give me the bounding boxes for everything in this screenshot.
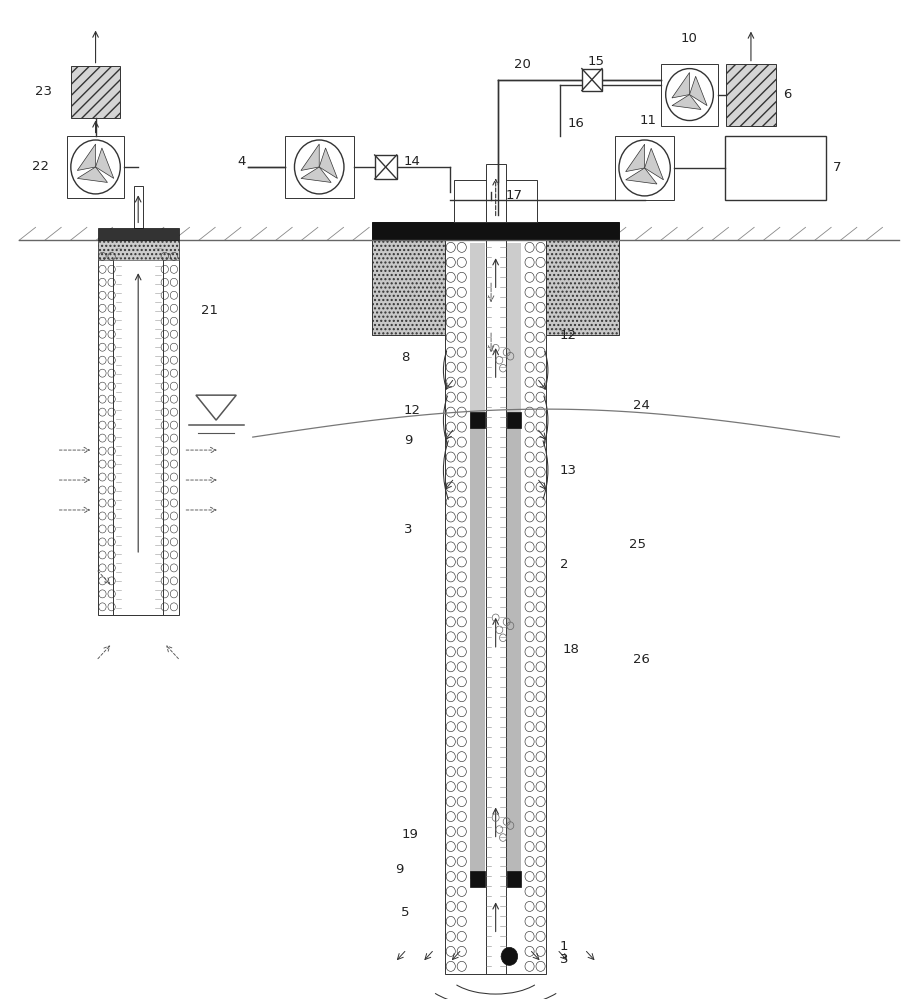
Text: 19: 19: [401, 828, 418, 841]
Bar: [726, 64, 776, 126]
Text: 4: 4: [237, 155, 245, 168]
Polygon shape: [626, 144, 644, 172]
Bar: [67, 136, 125, 198]
Bar: [134, 186, 143, 228]
Bar: [725, 136, 825, 200]
Text: 20: 20: [514, 58, 531, 71]
Text: 1: 1: [560, 940, 568, 953]
Bar: [445, 240, 546, 974]
Text: 13: 13: [560, 464, 577, 477]
Polygon shape: [672, 72, 689, 98]
Polygon shape: [644, 148, 664, 180]
Text: 9: 9: [395, 863, 403, 876]
Bar: [98, 240, 178, 615]
Bar: [582, 69, 602, 91]
Text: 22: 22: [32, 160, 49, 173]
Bar: [98, 240, 178, 260]
Text: 8: 8: [401, 351, 409, 364]
Polygon shape: [689, 76, 707, 106]
Bar: [454, 180, 537, 222]
Text: 15: 15: [588, 55, 604, 68]
Bar: [372, 222, 445, 240]
Polygon shape: [672, 95, 701, 109]
Bar: [445, 222, 546, 240]
Bar: [470, 412, 485, 428]
Bar: [615, 136, 675, 200]
Bar: [72, 66, 120, 118]
Text: 16: 16: [567, 117, 584, 130]
Bar: [486, 164, 506, 222]
Text: 11: 11: [640, 114, 657, 127]
Circle shape: [501, 947, 518, 965]
Bar: [507, 412, 521, 428]
Text: 12: 12: [404, 404, 421, 417]
Text: 26: 26: [633, 653, 650, 666]
Polygon shape: [95, 148, 114, 178]
Text: 5: 5: [401, 906, 409, 919]
Bar: [285, 136, 353, 198]
Bar: [470, 243, 485, 420]
Bar: [372, 240, 445, 335]
Text: 6: 6: [783, 88, 792, 101]
Text: 23: 23: [35, 85, 51, 98]
Bar: [507, 420, 521, 879]
Text: 12: 12: [560, 329, 577, 342]
Text: 7: 7: [833, 161, 842, 174]
Text: 9: 9: [404, 434, 412, 447]
Bar: [661, 64, 719, 126]
Bar: [98, 228, 178, 240]
Text: 21: 21: [201, 304, 218, 317]
Bar: [486, 240, 506, 974]
Text: 3: 3: [404, 523, 412, 536]
Polygon shape: [77, 167, 107, 182]
Text: 10: 10: [680, 32, 698, 45]
Bar: [470, 420, 485, 879]
Text: 14: 14: [404, 155, 420, 168]
Polygon shape: [319, 148, 338, 178]
Text: 3: 3: [560, 953, 568, 966]
Text: 18: 18: [563, 643, 579, 656]
Text: 2: 2: [560, 558, 568, 571]
Bar: [546, 222, 620, 240]
Text: 24: 24: [633, 399, 650, 412]
Polygon shape: [301, 167, 331, 182]
Bar: [375, 155, 397, 179]
Bar: [507, 243, 521, 420]
Text: 17: 17: [506, 189, 522, 202]
Bar: [546, 240, 620, 335]
Bar: [113, 240, 163, 615]
Polygon shape: [626, 168, 657, 184]
Bar: [507, 871, 521, 887]
Polygon shape: [77, 144, 95, 170]
Bar: [470, 871, 485, 887]
Text: 25: 25: [629, 538, 645, 551]
Polygon shape: [301, 144, 319, 170]
